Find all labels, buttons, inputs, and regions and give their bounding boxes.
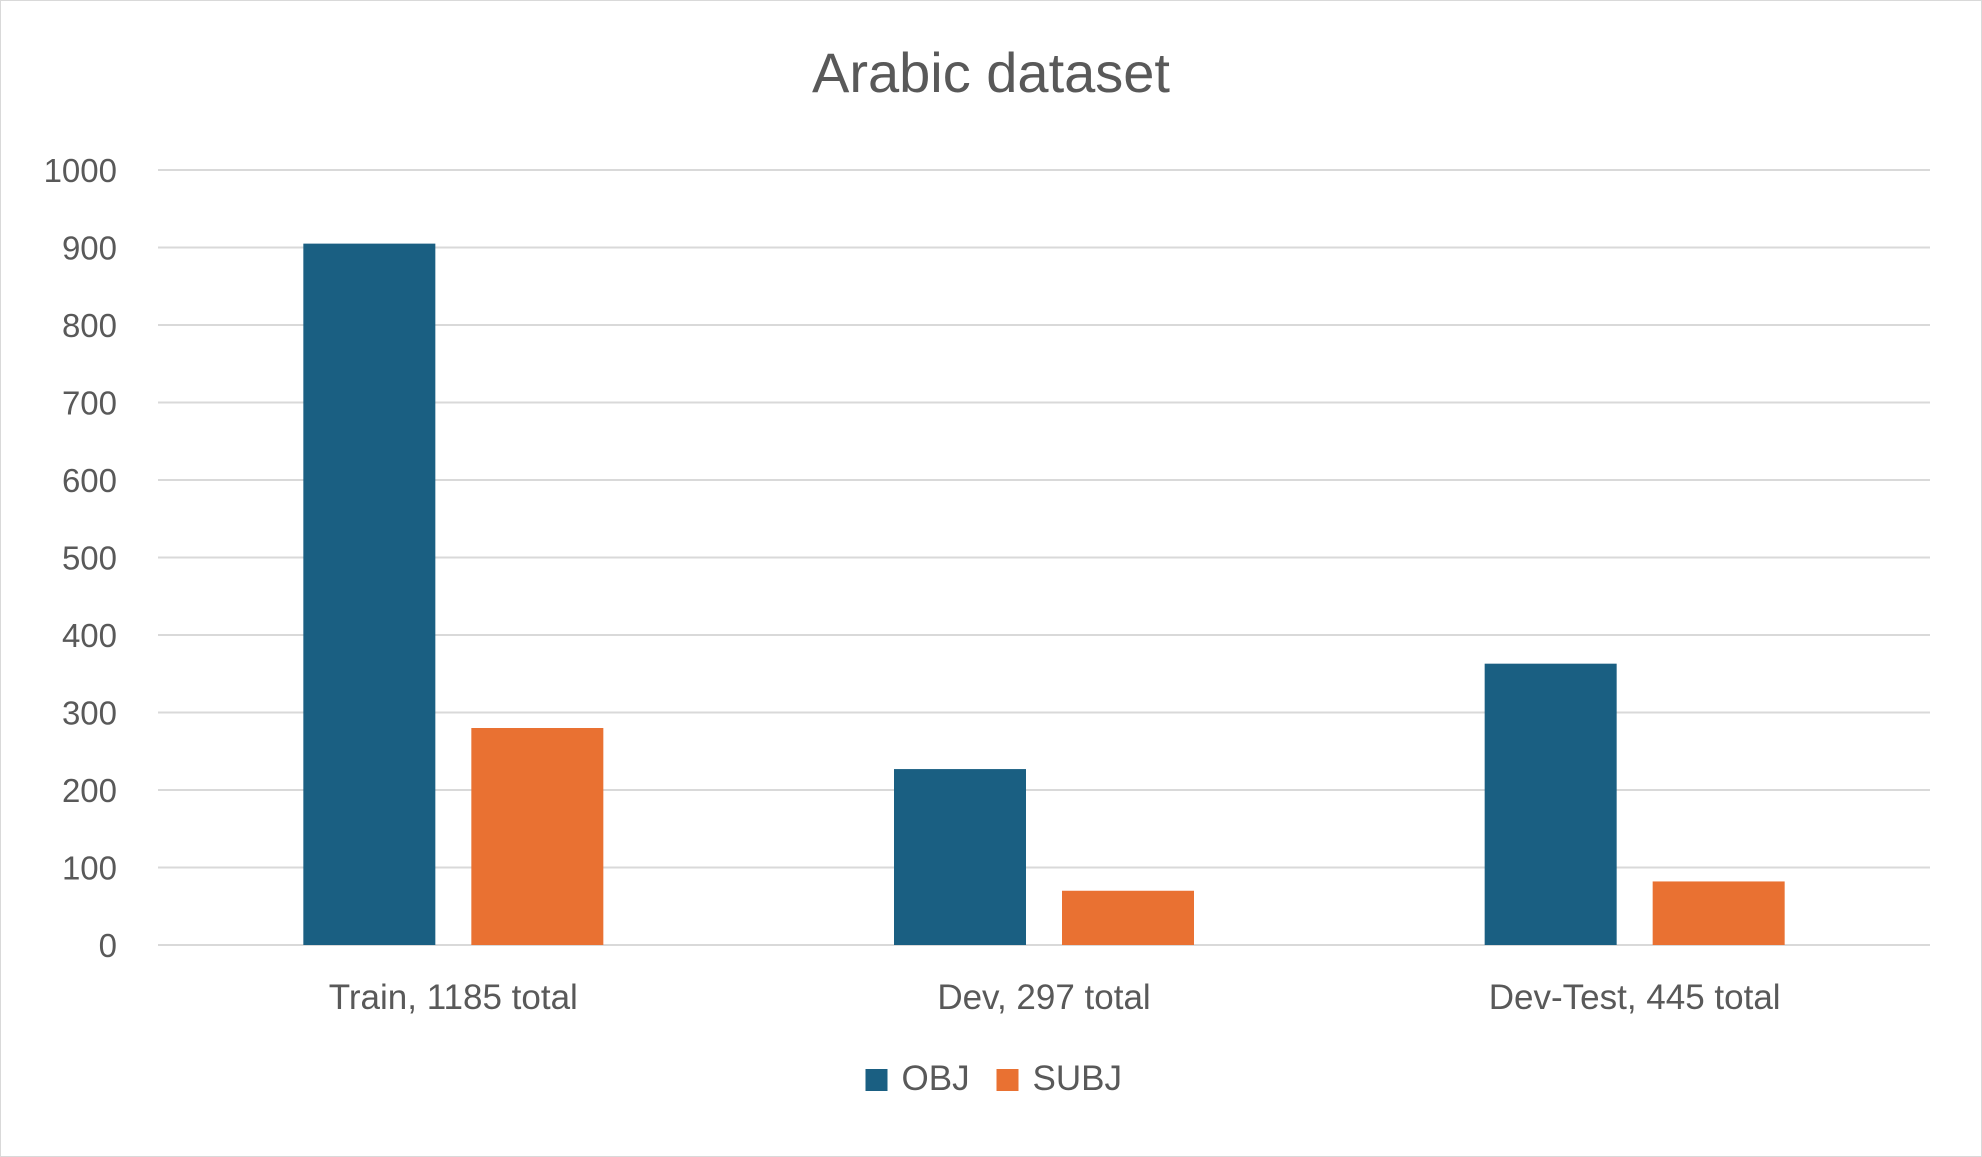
y-tick-label: 1000 [44,152,117,189]
x-category-label: Train, 1185 total [329,978,578,1017]
x-category-label: Dev-Test, 445 total [1489,978,1781,1017]
y-tick-label: 300 [62,695,117,732]
bars [303,243,1785,945]
y-tick-label: 900 [62,230,117,267]
legend: OBJ SUBJ [865,1059,1122,1098]
gridlines [158,169,1930,946]
y-tick-label: 100 [62,850,117,887]
y-tick-label: 600 [62,462,117,499]
legend-label-subj: SUBJ [1033,1059,1122,1098]
y-tick-label: 500 [62,540,117,577]
bar-obj-2 [1484,663,1617,945]
legend-swatch-obj [865,1069,888,1091]
bar-subj-0 [471,728,604,945]
chart-title: Arabic dataset [812,41,1170,104]
bar-subj-2 [1652,881,1785,945]
legend-label-obj: OBJ [902,1059,970,1098]
bar-obj-1 [894,769,1026,945]
bar-subj-1 [1062,890,1194,945]
x-axis-categories: Train, 1185 total Dev, 297 total Dev-Test,… [329,978,1781,1017]
legend-swatch-subj [996,1069,1019,1091]
x-category-label: Dev, 297 total [937,978,1150,1017]
bar-obj-0 [303,243,436,945]
y-axis-ticks: 0 100 200 300 400 500 600 700 800 900 1000 [44,152,117,964]
y-tick-label: 0 [99,927,117,964]
y-tick-label: 400 [62,617,117,654]
y-tick-label: 200 [62,772,117,809]
y-tick-label: 700 [62,385,117,422]
y-tick-label: 800 [62,307,117,344]
